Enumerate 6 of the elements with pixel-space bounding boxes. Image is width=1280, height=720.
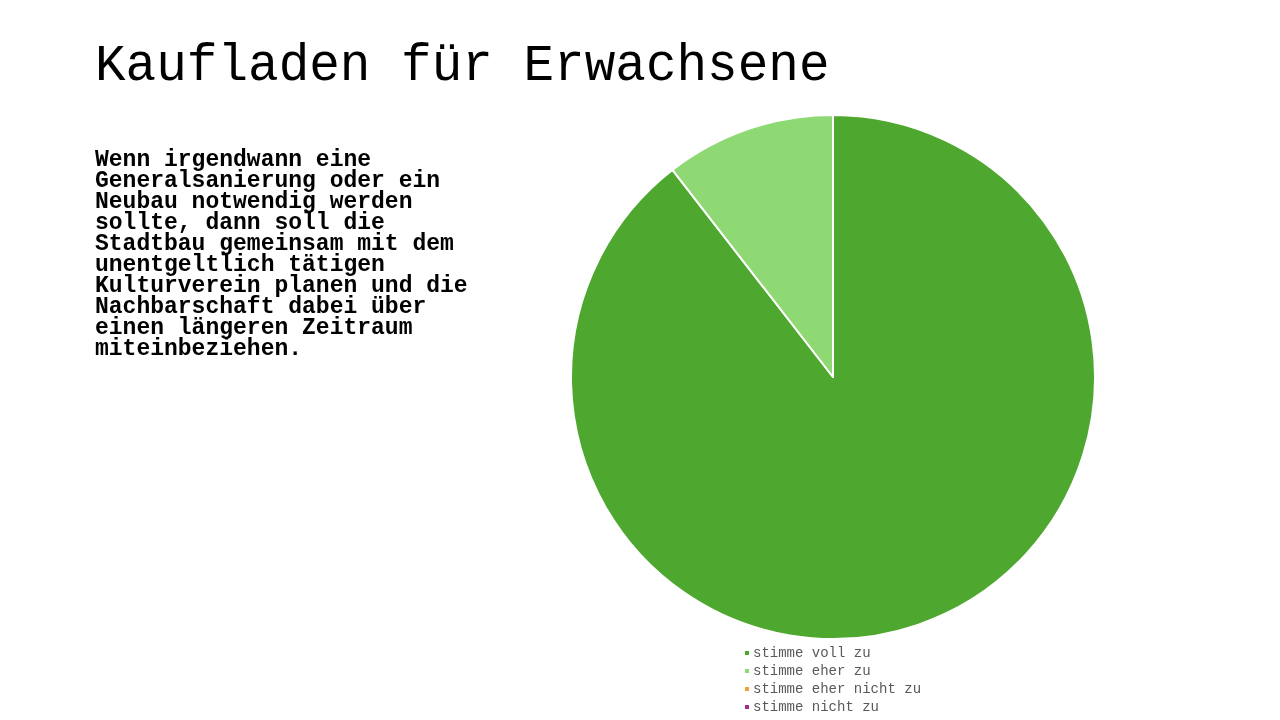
legend-label: stimme nicht zu [753,699,880,715]
legend-label: stimme voll zu [753,645,871,661]
legend-label: stimme eher zu [753,663,871,679]
legend-label: stimme eher nicht zu [753,681,922,697]
text: Wenn irgendwann eine Generalsanierung oder ein Neubau notwendig werden sollte, dann soll die Stadtbau gemeinsam mit dem unentgeltlich tätigen Kulturverein planen und die Nachbarschaft dabei über einen längeren Zeitraum miteinbeziehen. [95,146,468,362]
chart-title: Kaufladen für Erwachsene [95,38,830,95]
